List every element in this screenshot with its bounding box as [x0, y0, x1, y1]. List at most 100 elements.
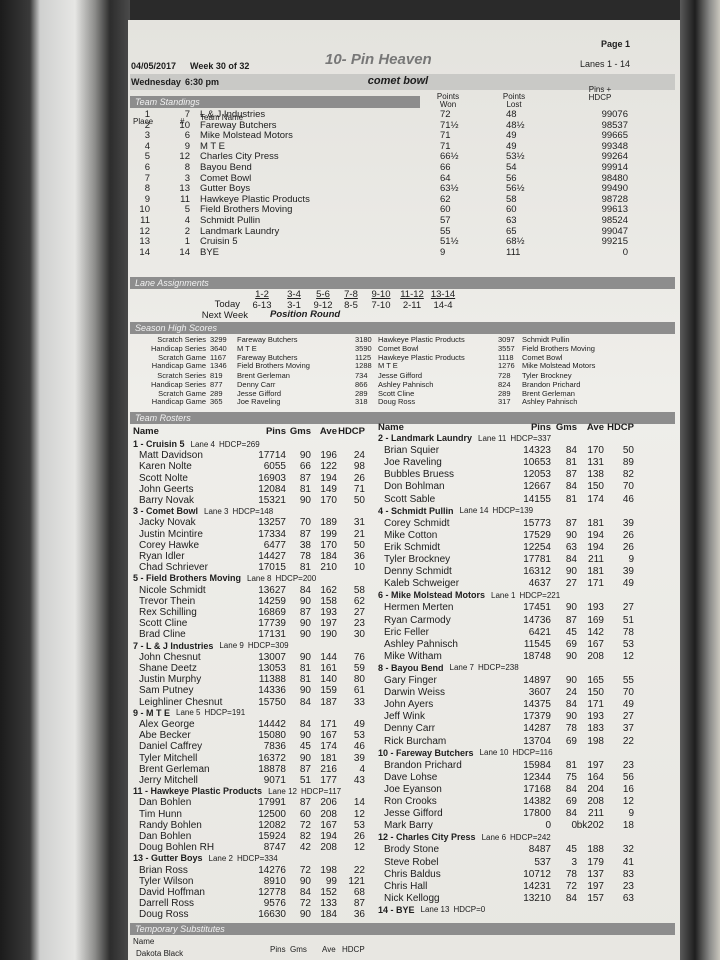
score-label: Handicap Series	[150, 379, 206, 389]
games: 82	[299, 831, 311, 842]
player-name: Abe Becker	[139, 730, 191, 742]
points-won: 71	[440, 140, 451, 152]
score-label: Handicap Game	[151, 397, 206, 407]
average: 211	[588, 554, 604, 565]
handicap: 32	[622, 844, 634, 856]
handicap: 59	[353, 663, 365, 674]
points-won: 9	[440, 246, 446, 258]
average: 204	[587, 783, 604, 795]
player-name: Nicole Schmidt	[139, 584, 206, 596]
bowling-center: comet bowl	[367, 75, 429, 87]
team-number: 13	[179, 183, 190, 195]
pins-hdcp: 99047	[601, 225, 628, 237]
points-won: 66½	[440, 151, 459, 163]
player-name: Jacky Novak	[139, 517, 196, 529]
handicap: 10	[353, 562, 365, 574]
pins: 12344	[523, 771, 551, 783]
player-name: Denny Carr	[384, 723, 436, 735]
games: 78	[299, 551, 311, 562]
pins: 14323	[523, 445, 551, 457]
pins: 12053	[523, 469, 551, 481]
points-lost: 68½	[506, 236, 525, 248]
pins: 17529	[523, 529, 551, 541]
games: 69	[565, 796, 577, 807]
column-header: Points Won	[436, 92, 460, 109]
handicap: 39	[622, 566, 634, 578]
average: 170	[320, 539, 337, 551]
place: 11	[140, 215, 150, 226]
games: 72	[299, 864, 311, 876]
page-number: Page 1	[600, 39, 630, 49]
average: 181	[320, 752, 337, 764]
column-header: Ave	[322, 945, 336, 954]
player-name: Nick Kellogg	[384, 892, 440, 904]
handicap: 58	[353, 584, 365, 596]
handicap: 50	[622, 445, 634, 457]
games: 90	[299, 685, 311, 697]
games: 81	[299, 663, 311, 674]
section-title: Season High Scores	[135, 323, 218, 333]
section-bar	[130, 923, 675, 935]
player-name: Randy Bohlen	[139, 819, 202, 831]
games: 45	[299, 741, 311, 753]
average: 193	[320, 607, 337, 618]
player-name: Doug Bohlen RH	[139, 842, 215, 854]
frame-left	[0, 0, 130, 960]
column-header: Name	[378, 422, 404, 433]
player-name: Barry Novak	[139, 495, 195, 506]
score-name: Brandon Prichard	[522, 379, 581, 389]
pins-hdcp: 99264	[601, 151, 628, 163]
games: 81	[299, 562, 311, 574]
score-name: Hawkeye Plastic Products	[378, 352, 465, 362]
pins: 8747	[263, 842, 286, 854]
score-value: 728	[498, 371, 511, 380]
score-name: M T E	[378, 361, 398, 371]
pins: 12082	[258, 819, 286, 831]
average: 167	[320, 730, 337, 742]
points-lost: 49	[506, 130, 517, 142]
handicap: 89	[622, 457, 634, 469]
pins: 0	[545, 820, 551, 832]
team-number: 5	[184, 204, 190, 216]
score-value: 877	[210, 379, 223, 389]
player-name: Kaleb Schweiger	[384, 578, 460, 590]
lane-pair: 1-2	[255, 289, 269, 300]
games: 87	[299, 607, 311, 618]
pins: 15984	[523, 759, 551, 771]
player-name: Joe Raveling	[384, 457, 442, 469]
frame-right	[680, 0, 720, 960]
team-hdcp: HDCP=148	[232, 506, 274, 516]
games: 84	[565, 808, 577, 820]
average: 140	[320, 674, 337, 686]
player-name: John Chesnut	[139, 651, 201, 663]
team-lane: Lane 8	[247, 573, 272, 583]
average: 167	[587, 638, 604, 650]
score-label: Scratch Series	[157, 335, 206, 344]
games: 90	[299, 651, 311, 663]
games: 84	[299, 696, 311, 708]
score-value: 819	[210, 371, 223, 380]
points-lost: 56	[506, 172, 517, 184]
team-hdcp: HDCP=116	[512, 748, 553, 758]
lane-pair: 13-14	[430, 289, 456, 300]
team-lane: Lane 6	[481, 832, 507, 842]
section-bar	[130, 96, 420, 108]
pins: 6421	[528, 626, 551, 638]
games: 72	[565, 880, 577, 892]
player-name: John Ayers	[384, 699, 434, 711]
team-number: 7	[184, 109, 190, 120]
points-lost: 65	[506, 225, 517, 237]
team-heading: 11 - Hawkeye Plastic Products	[133, 786, 263, 797]
player-name: Joe Eyanson	[384, 783, 442, 795]
pins: 6055	[263, 461, 286, 473]
handicap: 14	[353, 797, 365, 809]
pins: 14897	[523, 675, 551, 686]
games: 81	[565, 759, 577, 771]
games: 87	[299, 528, 311, 540]
score-name: Scott Cline	[378, 388, 415, 398]
team-hdcp: HDCP=269	[218, 439, 260, 449]
average: 183	[587, 723, 604, 735]
pins: 17379	[523, 711, 551, 723]
team-heading: 1 - Cruisin 5	[133, 439, 185, 449]
average: 208	[587, 796, 604, 807]
